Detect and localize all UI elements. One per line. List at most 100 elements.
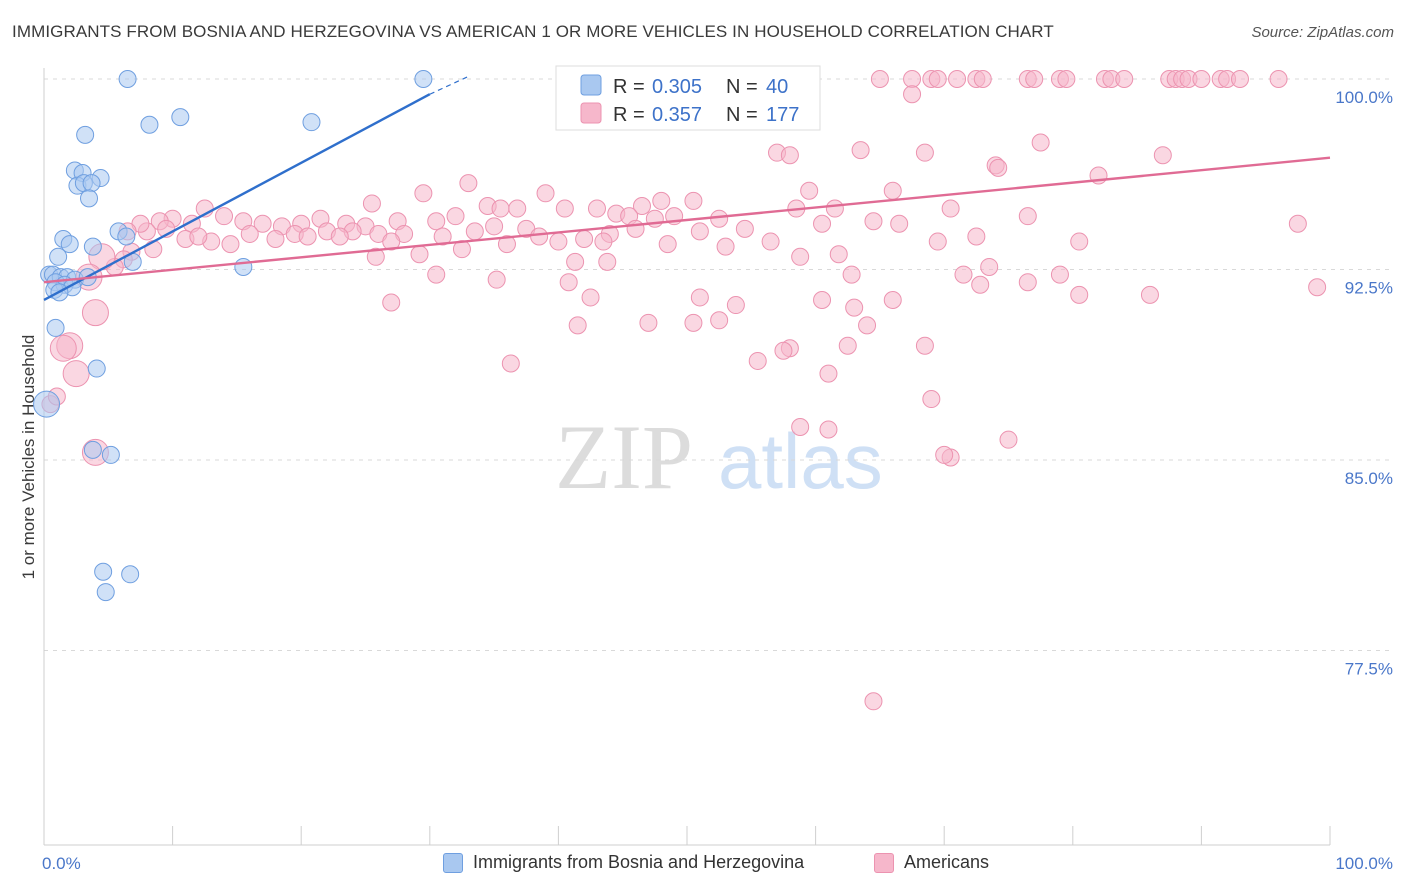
americans-point [81, 299, 109, 327]
legend-pink-n-value: 177 [766, 104, 799, 126]
americans-point [1031, 133, 1050, 152]
bosnia-point [83, 237, 102, 256]
bosnia-point [121, 565, 140, 584]
americans-point [465, 222, 484, 241]
y-tick-label: 100.0% [1335, 88, 1393, 107]
americans-point [928, 232, 947, 251]
americans-point [761, 232, 780, 251]
americans-point [890, 214, 909, 233]
legend-pink-swatch [580, 102, 602, 124]
americans-point [948, 70, 967, 88]
americans-point [568, 316, 587, 335]
chart-title: IMMIGRANTS FROM BOSNIA AND HERZEGOVINA V… [12, 22, 1054, 41]
x-ticks [43, 826, 1331, 845]
bosnia-point [302, 113, 321, 132]
americans-point [1025, 70, 1044, 88]
americans-point [928, 70, 947, 88]
americans-point [581, 288, 600, 307]
americans-point [1308, 278, 1327, 297]
bottom-legend-label-bosnia: Immigrants from Bosnia and Herzegovina [473, 852, 805, 872]
americans-point [221, 235, 240, 254]
americans-point [845, 298, 864, 317]
americans-point [62, 360, 90, 388]
americans-point [427, 265, 446, 284]
americans-point [710, 311, 729, 330]
americans-point [566, 252, 585, 271]
americans-point [791, 417, 810, 436]
americans-points [41, 70, 1327, 711]
bosnia-point [118, 70, 137, 88]
bosnia-point [60, 235, 79, 254]
bottom-legend-swatch-bosnia [443, 852, 463, 873]
americans-point [973, 70, 992, 88]
watermark: ZIP atlas [555, 406, 883, 508]
americans-point [253, 214, 272, 233]
legend-blue-n-label: N = [726, 76, 758, 98]
bosnia-point [96, 583, 115, 602]
americans-point [427, 212, 446, 231]
americans-point [870, 70, 889, 88]
americans-point [598, 252, 617, 271]
americans-point [594, 232, 613, 251]
americans-point [652, 191, 671, 210]
legend-pink-r-value: 0.357 [652, 104, 702, 126]
y-tick-label: 85.0% [1345, 469, 1393, 488]
americans-point [829, 245, 848, 264]
americans-point [864, 692, 883, 711]
americans-point [883, 181, 902, 200]
americans-point [1230, 70, 1249, 88]
bottom-legend-label-americans: Americans [904, 852, 990, 872]
americans-point [819, 364, 838, 383]
bosnia-point [80, 189, 99, 208]
americans-point [780, 146, 799, 165]
americans-point [842, 265, 861, 284]
americans-point [726, 296, 745, 315]
legend-pink-n-label: N = [726, 104, 758, 126]
americans-point [382, 232, 401, 251]
americans-point [485, 217, 504, 236]
americans-point [298, 227, 317, 246]
americans-point [1269, 70, 1288, 88]
americans-point [800, 181, 819, 200]
americans-point [459, 174, 478, 193]
americans-point [366, 247, 385, 266]
americans-point [632, 197, 651, 215]
y-tick-label: 92.5% [1345, 279, 1393, 298]
americans-point [508, 199, 527, 218]
americans-point [915, 336, 934, 355]
americans-point [536, 184, 555, 203]
americans-point [555, 199, 574, 218]
americans-point [710, 209, 729, 228]
americans-point [903, 85, 922, 104]
americans-trend-line [43, 156, 1331, 284]
bosnia-point [101, 445, 120, 464]
americans-point [941, 199, 960, 218]
americans-point [819, 420, 838, 439]
americans-point [446, 207, 465, 226]
americans-point [716, 237, 735, 256]
bottom-legend-item-bosnia: Immigrants from Bosnia and Herzegovina [443, 852, 804, 873]
americans-point [1018, 273, 1037, 292]
bosnia-trend-extension [429, 75, 469, 95]
y-tick-labels: 100.0% 92.5% 85.0% 77.5% [1335, 88, 1393, 679]
americans-point [215, 207, 234, 226]
bosnia-point [76, 125, 95, 144]
legend-box: R = 0.305 N = 40 R = 0.357 N = 177 [555, 65, 821, 131]
bosnia-trend-line [43, 93, 431, 302]
bosnia-point [234, 257, 253, 276]
americans-point [903, 70, 922, 88]
americans-point [774, 341, 793, 360]
americans-point [410, 245, 429, 264]
americans-point [189, 227, 208, 246]
y-axis-label: 1 or more Vehicles in Household [19, 335, 38, 580]
americans-point [433, 227, 452, 246]
legend-blue-r-label: R = [613, 76, 645, 98]
americans-point [791, 247, 810, 266]
legend-blue-n-value: 40 [766, 76, 788, 98]
americans-point [491, 199, 510, 218]
americans-point [971, 275, 990, 294]
legend-blue-r-value: 0.305 [652, 76, 702, 98]
legend-pink-r-label: R = [613, 104, 645, 126]
americans-point [414, 184, 433, 203]
